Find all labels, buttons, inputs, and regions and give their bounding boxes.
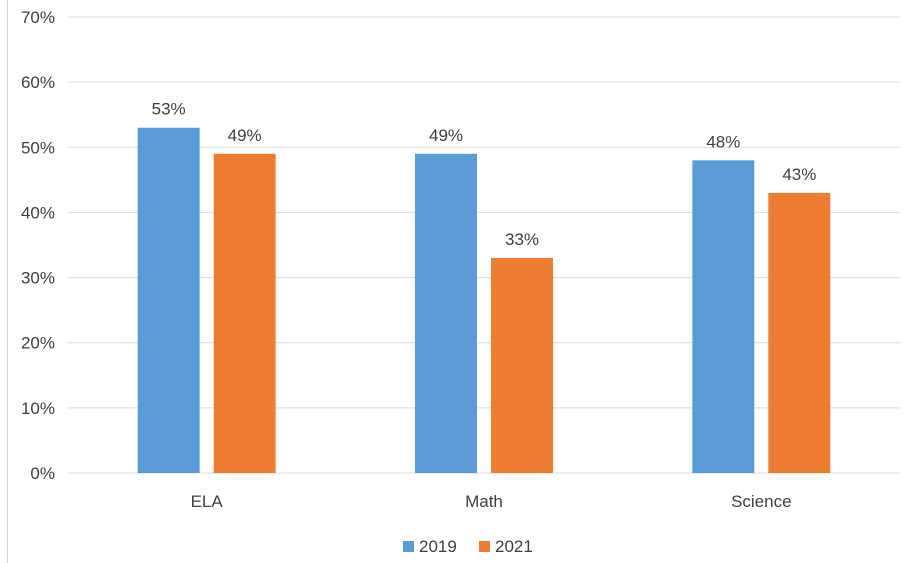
bar-2021-ela xyxy=(213,153,276,474)
bar-2019-ela xyxy=(137,127,200,473)
bar-2019-science xyxy=(692,160,755,474)
data-label: 53% xyxy=(152,100,186,119)
bar-2021-science xyxy=(768,192,831,473)
x-category-label: Science xyxy=(731,492,791,511)
y-tick-label: 20% xyxy=(21,334,55,353)
data-label: 43% xyxy=(782,165,816,184)
x-category-label: Math xyxy=(465,492,503,511)
data-label: 49% xyxy=(429,126,463,145)
legend-swatch-2021 xyxy=(479,541,490,552)
y-tick-label: 50% xyxy=(21,138,55,157)
y-tick-label: 10% xyxy=(21,399,55,418)
y-tick-label: 0% xyxy=(30,464,55,483)
x-category-label: ELA xyxy=(191,492,224,511)
data-label: 33% xyxy=(505,230,539,249)
y-tick-label: 40% xyxy=(21,203,55,222)
data-label: 48% xyxy=(706,132,740,151)
y-tick-label: 30% xyxy=(21,269,55,288)
chart-left-border xyxy=(7,0,8,563)
legend-swatch-2019 xyxy=(403,541,414,552)
legend-label: 2019 xyxy=(419,537,457,556)
bar-2019-math xyxy=(415,153,477,474)
legend-label: 2021 xyxy=(495,537,533,556)
data-label: 49% xyxy=(228,126,262,145)
y-tick-label: 60% xyxy=(21,73,55,92)
y-tick-label: 70% xyxy=(21,8,55,27)
bar-2021-math xyxy=(491,258,553,473)
